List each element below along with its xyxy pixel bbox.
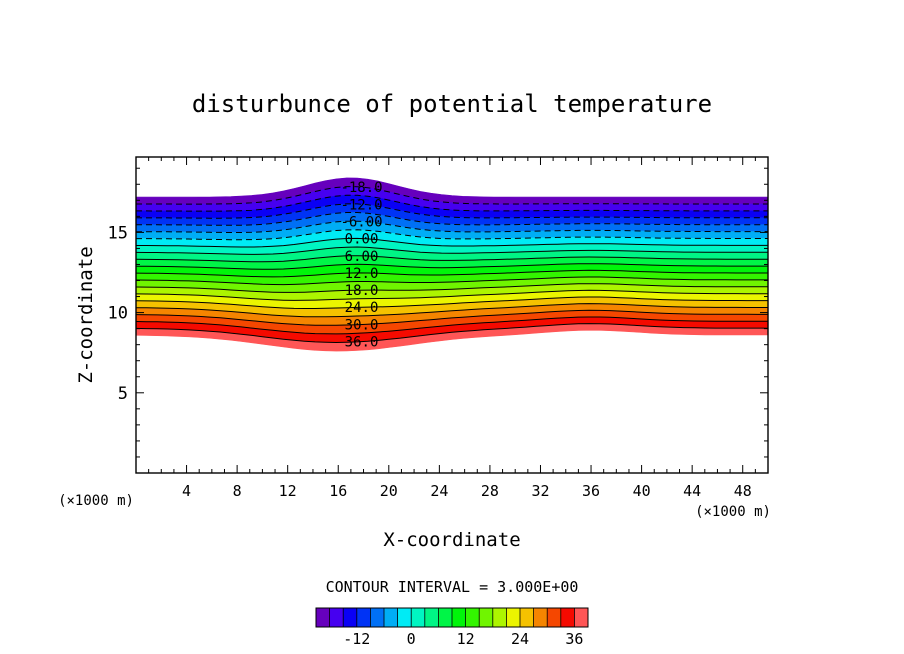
colorbar-swatch bbox=[384, 608, 398, 627]
contour-label: 18.0 bbox=[345, 283, 379, 299]
colorbar-tick-label: 12 bbox=[457, 630, 475, 648]
colorbar-swatch bbox=[492, 608, 507, 627]
x-tick-label: 28 bbox=[481, 482, 499, 500]
x-tick-label: 4 bbox=[182, 482, 191, 500]
contour-line bbox=[136, 194, 768, 212]
colorbar-swatch bbox=[479, 608, 494, 627]
contour-line bbox=[135, 316, 768, 335]
contour-label: -12.0 bbox=[340, 197, 382, 213]
colorbar-swatch bbox=[356, 608, 371, 627]
x-tick-label: 48 bbox=[734, 482, 752, 500]
x-tick-label: 36 bbox=[582, 482, 600, 500]
contour-line bbox=[135, 289, 768, 301]
x-tick-label: 32 bbox=[531, 482, 549, 500]
contour-label: 24.0 bbox=[345, 300, 379, 316]
contour-label: -18.0 bbox=[340, 180, 382, 196]
contour-line bbox=[135, 296, 768, 309]
contour-line bbox=[136, 237, 768, 248]
colorbar-swatch bbox=[329, 608, 344, 627]
x-unit-left: (×1000 m) bbox=[58, 493, 134, 509]
chart-title: disturbunce of potential temperature bbox=[192, 90, 712, 118]
colorbar-swatch bbox=[424, 608, 439, 627]
x-tick-label: 16 bbox=[329, 482, 347, 500]
contour-line bbox=[136, 229, 768, 241]
colorbar-swatch bbox=[397, 608, 412, 627]
colorbar-swatch bbox=[411, 608, 426, 627]
colorbar-tick-label: 36 bbox=[565, 630, 583, 648]
colorbar-swatch bbox=[574, 608, 589, 627]
x-axis-label: X-coordinate bbox=[383, 529, 520, 551]
x-tick-label: 40 bbox=[633, 482, 651, 500]
colorbar-tick-label: 0 bbox=[407, 630, 416, 648]
x-tick-label: 8 bbox=[233, 482, 242, 500]
contour-line-layer bbox=[135, 186, 769, 344]
contour-label: 36.0 bbox=[345, 335, 379, 351]
colorbar-swatch bbox=[316, 608, 330, 627]
colorbar: -12 0 12 24 36 bbox=[315, 607, 589, 648]
contour-line bbox=[135, 269, 768, 278]
colorbar-swatch bbox=[547, 608, 562, 627]
contour-label: 12.0 bbox=[345, 266, 379, 282]
y-tick-label: 10 bbox=[108, 304, 128, 324]
contour-label: 0.00 bbox=[345, 232, 379, 248]
x-tick-label: 24 bbox=[430, 482, 448, 500]
colorbar-tick-label: 24 bbox=[511, 630, 529, 648]
contour-label: -6.00 bbox=[340, 214, 382, 230]
colorbar-swatch bbox=[465, 608, 480, 627]
contour-interval-label: CONTOUR INTERVAL = 3.000E+00 bbox=[326, 578, 579, 596]
colorbar-swatch bbox=[438, 608, 453, 627]
colorbar-border bbox=[315, 607, 589, 628]
x-tick-label: 12 bbox=[279, 482, 297, 500]
colorbar-swatch bbox=[533, 608, 548, 627]
contour-line bbox=[135, 323, 769, 344]
contour-line bbox=[136, 186, 768, 205]
colorbar-tick-label: -12 bbox=[343, 630, 370, 648]
contour-label: 30.0 bbox=[345, 317, 379, 333]
contour-line bbox=[135, 246, 768, 255]
x-unit-right: (×1000 m) bbox=[695, 504, 771, 520]
x-tick-label: 20 bbox=[380, 482, 398, 500]
colorbar-swatch bbox=[506, 608, 521, 627]
x-tick-label: 44 bbox=[683, 482, 701, 500]
y-tick-label: 5 bbox=[118, 384, 128, 404]
contour-line bbox=[135, 255, 768, 263]
y-axis-label: Z-coordinate bbox=[75, 246, 97, 383]
contour-line bbox=[135, 276, 768, 286]
contour-line bbox=[135, 203, 768, 219]
colorbar-swatch bbox=[560, 608, 575, 627]
contour-line bbox=[135, 309, 768, 326]
contour-band bbox=[135, 177, 769, 205]
contour-label: 6.00 bbox=[345, 249, 379, 265]
colorbar-swatch bbox=[370, 608, 385, 627]
contour-line bbox=[136, 220, 768, 233]
contour-line bbox=[135, 212, 768, 226]
y-tick-label: 15 bbox=[108, 223, 128, 243]
colorbar-swatch bbox=[452, 608, 466, 627]
contour-line bbox=[135, 303, 768, 318]
contour-line bbox=[135, 263, 768, 270]
colorbar-swatch bbox=[520, 608, 534, 627]
colorbar-swatch bbox=[343, 608, 358, 627]
contour-line bbox=[135, 283, 768, 293]
